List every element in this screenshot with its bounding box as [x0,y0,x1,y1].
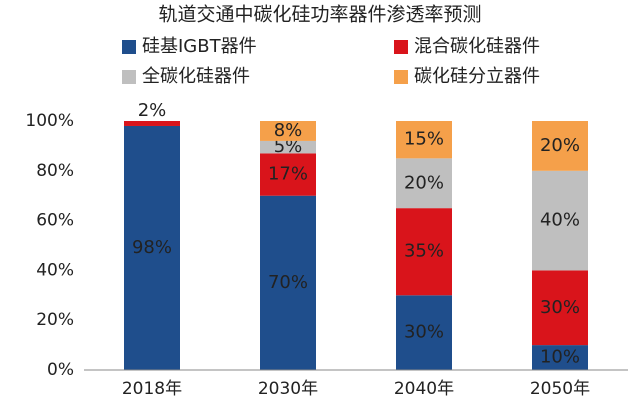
legend-swatch [122,40,136,54]
bar-segment [260,140,316,154]
bar-segment [260,195,316,370]
value-label: 15% [404,129,444,150]
y-tick-label: 60% [36,211,74,231]
y-tick-label: 100% [25,111,74,131]
bar-segment [532,270,588,346]
value-label: 35% [404,241,444,262]
value-label: 40% [540,210,580,231]
bar-segment [396,208,452,296]
legend-label: 硅基IGBT器件 [142,36,257,57]
value-label: 70% [268,272,308,293]
legend-swatch [394,40,408,54]
bar-segment [396,121,452,159]
legend-swatch [394,70,408,84]
value-label: 17% [268,164,308,185]
legend-label: 全碳化硅器件 [142,66,250,87]
bar-segment [396,158,452,209]
value-label: 30% [404,322,444,343]
bar-segment [124,125,180,370]
value-label: 5% [274,136,303,157]
bar-segment [396,295,452,370]
chart-title: 轨道交通中碳化硅功率器件渗透率预测 [158,4,481,26]
legend-label: 碳化硅分立器件 [414,66,540,87]
value-label: 20% [404,172,444,193]
x-tick-label: 2040年 [394,379,454,399]
value-label: 8% [274,120,303,141]
legend-swatch [122,70,136,84]
value-label: 98% [132,237,172,258]
value-label: 10% [540,347,580,368]
value-label: 2% [138,100,167,121]
bar-segment [260,153,316,196]
value-label: 20% [540,135,580,156]
y-tick-label: 80% [36,161,74,181]
bar-segment [260,121,316,141]
bar-segment [124,121,180,126]
y-tick-label: 0% [47,360,74,380]
legend-label: 混合碳化硅器件 [414,36,540,57]
x-tick-label: 2018年 [122,379,182,399]
y-tick-label: 40% [36,260,74,280]
bar-segment [532,345,588,370]
bar-segment [532,170,588,271]
y-tick-label: 20% [36,310,74,330]
x-tick-label: 2050年 [530,379,590,399]
bar-segment [532,121,588,171]
value-label: 30% [540,297,580,318]
x-tick-label: 2030年 [258,379,318,399]
